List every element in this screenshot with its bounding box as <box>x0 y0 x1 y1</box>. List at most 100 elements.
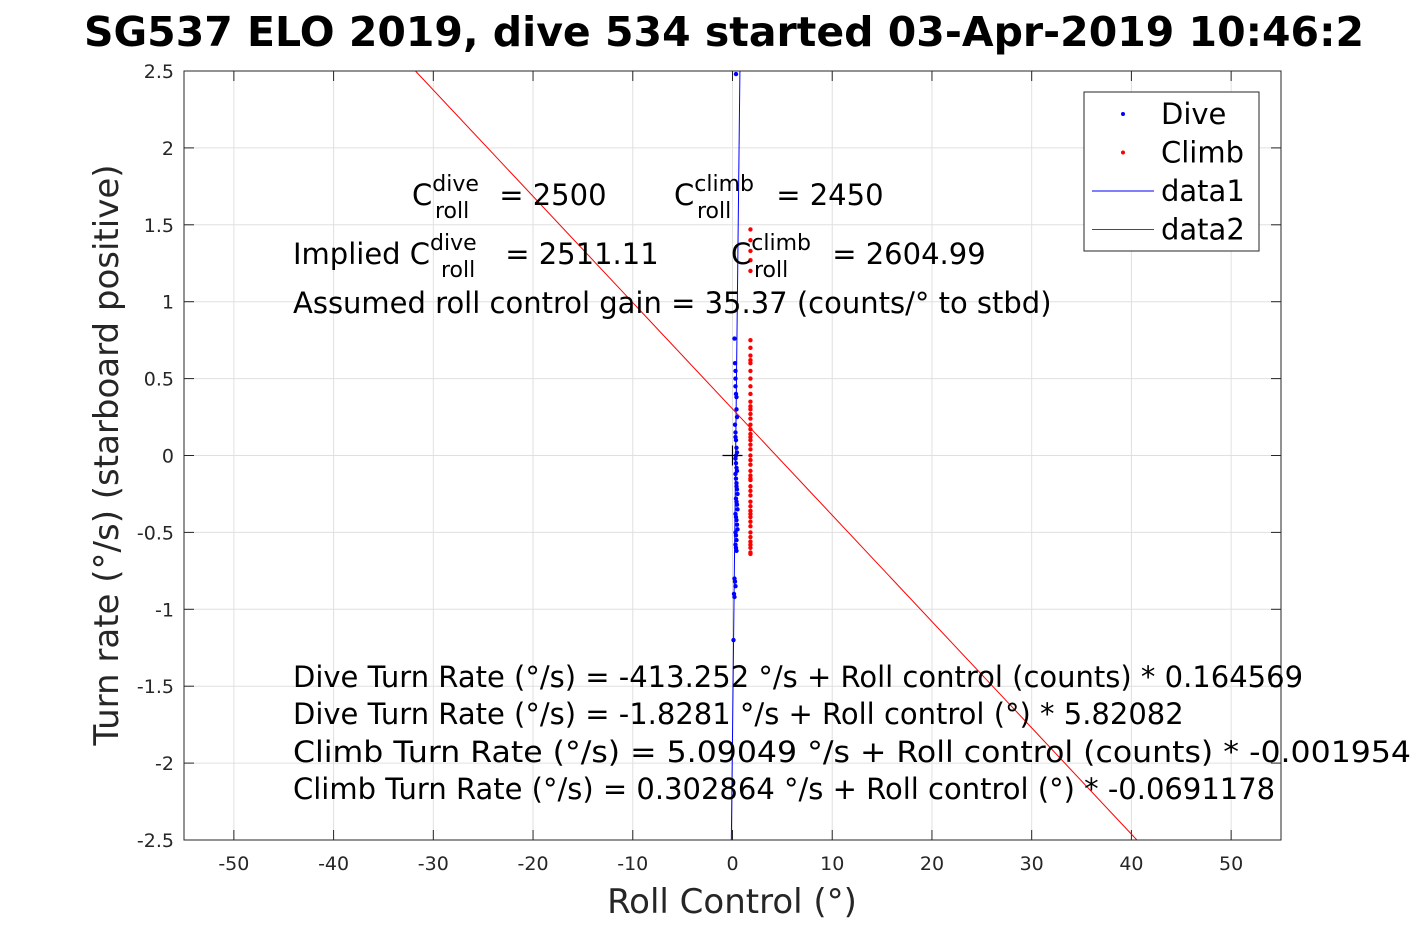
data-point-climb <box>748 427 753 432</box>
data-point-climb <box>748 539 753 544</box>
series-layer <box>415 71 1138 840</box>
data-point-climb <box>748 422 753 427</box>
y-tick-label: -0.5 <box>137 522 174 544</box>
data-point-dive <box>733 376 738 381</box>
data-point-climb <box>748 542 753 547</box>
legend-box <box>1083 91 1260 252</box>
series-clip-group <box>415 71 1138 840</box>
x-ticks: -50 -40 -30 -20 -10 0 10 20 30 40 50 <box>218 71 1243 875</box>
x-tick-label: -40 <box>318 853 349 875</box>
data-point-climb <box>748 534 753 540</box>
data-point-climb <box>748 399 753 404</box>
annotation-c-dive: Cdive roll = 2500 <box>412 172 607 224</box>
implied-climb-sub: roll <box>754 258 788 283</box>
origin-marker <box>722 445 743 466</box>
data-point-dive <box>735 491 740 497</box>
data-point-climb <box>748 268 753 274</box>
y-tick-label: -2 <box>155 753 174 775</box>
y-tick-label: -2.5 <box>137 830 174 852</box>
data-point-climb <box>748 391 753 397</box>
x-tick-label: -10 <box>617 853 648 875</box>
data-point-climb <box>748 431 753 437</box>
data-point-climb <box>748 524 753 529</box>
data-point-climb <box>748 476 753 481</box>
legend: Dive Climb data1 data2 <box>1083 91 1260 252</box>
data-point-climb <box>748 237 753 243</box>
data-point-climb <box>748 484 753 489</box>
data-point-dive <box>735 507 740 512</box>
data-point-climb <box>748 257 753 263</box>
data-point-climb <box>748 519 753 524</box>
y-tick-label: 2 <box>162 138 174 160</box>
c-dive-sub: roll <box>435 199 469 224</box>
y-ticks: -2.5 -2 -1.5 -1 -0.5 0 0.5 1 1.5 2 2.5 <box>137 61 1281 852</box>
y-tick-label: 2.5 <box>144 61 174 83</box>
data-point-climb <box>748 416 753 421</box>
c-dive-prefix: C <box>412 178 432 212</box>
c-climb-prefix: C <box>674 178 694 212</box>
data-point-climb <box>748 357 753 363</box>
data-point-climb <box>748 488 753 494</box>
data-point-dive <box>734 537 739 543</box>
annotation-c-climb: Cclimb roll = 2450 <box>674 172 884 224</box>
y-axis-label: Turn rate (°/s) (starboard positive) <box>87 164 127 746</box>
data-point-climb <box>748 545 753 550</box>
implied-dive-value: = 2511.11 <box>496 237 659 271</box>
implied-climb-value: = 2604.99 <box>823 237 986 271</box>
y-tick-label: -1 <box>155 599 174 621</box>
chart-title: SG537 ELO 2019, dive 534 started 03-Apr-… <box>84 8 1364 56</box>
data-point-dive <box>732 361 738 366</box>
y-tick-label: 1 <box>162 292 174 314</box>
legend-label-data2: data2 <box>1161 213 1245 247</box>
annotation-eq-2: Dive Turn Rate (°/s) = -1.8281 °/s + Rol… <box>293 697 1184 731</box>
x-tick-label: 30 <box>1020 853 1044 875</box>
data-point-climb <box>748 447 753 452</box>
x-axis-label: Roll Control (°) <box>607 882 857 922</box>
y-tick-label: 1.5 <box>144 215 174 237</box>
data-point-dive <box>734 522 740 527</box>
data-point-climb <box>748 404 753 409</box>
annotation-implied-climb: Cclimb roll = 2604.99 <box>731 231 986 283</box>
data-point-climb <box>748 493 753 498</box>
data-point-dive <box>734 502 740 507</box>
data-point-dive <box>733 71 739 77</box>
data-point-dive <box>734 487 740 492</box>
x-tick-label: 10 <box>820 853 844 875</box>
x-tick-label: 0 <box>726 853 738 875</box>
implied-climb-prefix: C <box>731 237 751 271</box>
data-point-climb <box>748 551 753 557</box>
legend-swatch-dive <box>1121 112 1125 116</box>
data-point-climb <box>748 361 753 366</box>
y-tick-label: 0.5 <box>144 369 174 391</box>
c-climb-sub: roll <box>697 199 731 224</box>
data-point-dive <box>732 336 737 341</box>
c-dive-value: = 2500 <box>490 178 607 212</box>
data-point-climb <box>748 437 753 443</box>
data-point-climb <box>748 530 753 535</box>
implied-climb-sup: climb <box>751 231 811 256</box>
data-point-climb <box>748 353 753 358</box>
annotation-eq-3: Climb Turn Rate (°/s) = 5.09049 °/s + Ro… <box>293 735 1411 769</box>
legend-swatch-climb <box>1121 150 1125 155</box>
data-point-climb <box>748 457 753 463</box>
implied-dive-sup: dive <box>430 231 477 256</box>
y-tick-label: -1.5 <box>137 676 174 698</box>
data-point-climb <box>748 508 753 514</box>
annotation-gain: Assumed roll control gain = 35.37 (count… <box>293 286 1052 320</box>
legend-label-data1: data1 <box>1161 174 1245 208</box>
legend-label-dive: Dive <box>1161 97 1226 131</box>
annotation-eq-1: Dive Turn Rate (°/s) = -413.252 °/s + Ro… <box>293 660 1303 694</box>
data-point-dive <box>733 476 739 481</box>
data-point-climb <box>748 442 753 447</box>
x-tick-label: -30 <box>418 853 449 875</box>
x-tick-label: -50 <box>218 853 249 875</box>
implied-dive-sub: roll <box>441 258 475 283</box>
data-point-climb <box>748 468 753 474</box>
data-point-climb <box>748 504 753 509</box>
data-point-climb <box>748 453 753 458</box>
data-point-climb <box>748 407 753 412</box>
data-point-climb <box>748 345 753 351</box>
data-point-climb <box>748 499 753 504</box>
series-line-data2 <box>415 71 1138 840</box>
